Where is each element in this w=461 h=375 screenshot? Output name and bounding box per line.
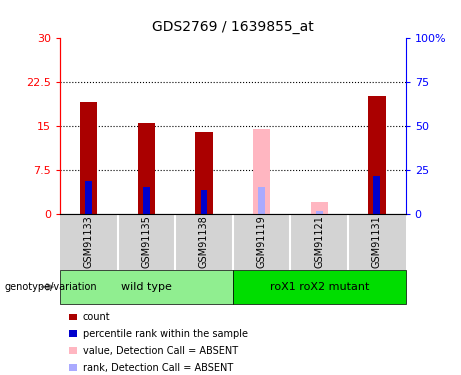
Bar <box>195 132 213 214</box>
Text: value, Detection Call = ABSENT: value, Detection Call = ABSENT <box>83 346 238 355</box>
Bar <box>60 270 233 304</box>
Bar <box>311 202 328 214</box>
Text: GSM91131: GSM91131 <box>372 216 382 268</box>
Text: GSM91138: GSM91138 <box>199 216 209 268</box>
Bar <box>80 102 97 214</box>
Bar <box>373 176 380 214</box>
Bar <box>253 129 270 214</box>
Bar <box>85 182 92 214</box>
Text: GSM91135: GSM91135 <box>142 215 151 268</box>
Text: GSM91119: GSM91119 <box>257 216 266 268</box>
Text: genotype/variation: genotype/variation <box>5 282 97 292</box>
Bar <box>316 211 323 214</box>
Text: wild type: wild type <box>121 282 172 292</box>
Text: count: count <box>83 312 111 322</box>
Title: GDS2769 / 1639855_at: GDS2769 / 1639855_at <box>152 20 313 34</box>
Bar <box>368 96 385 214</box>
Text: GSM91133: GSM91133 <box>84 216 94 268</box>
Bar <box>233 270 406 304</box>
Bar <box>258 188 265 214</box>
Bar <box>201 190 207 214</box>
Text: GSM91121: GSM91121 <box>314 215 324 268</box>
Text: percentile rank within the sample: percentile rank within the sample <box>83 329 248 339</box>
Text: roX1 roX2 mutant: roX1 roX2 mutant <box>270 282 369 292</box>
Text: rank, Detection Call = ABSENT: rank, Detection Call = ABSENT <box>83 363 233 372</box>
Bar <box>138 123 155 214</box>
Bar <box>143 188 150 214</box>
